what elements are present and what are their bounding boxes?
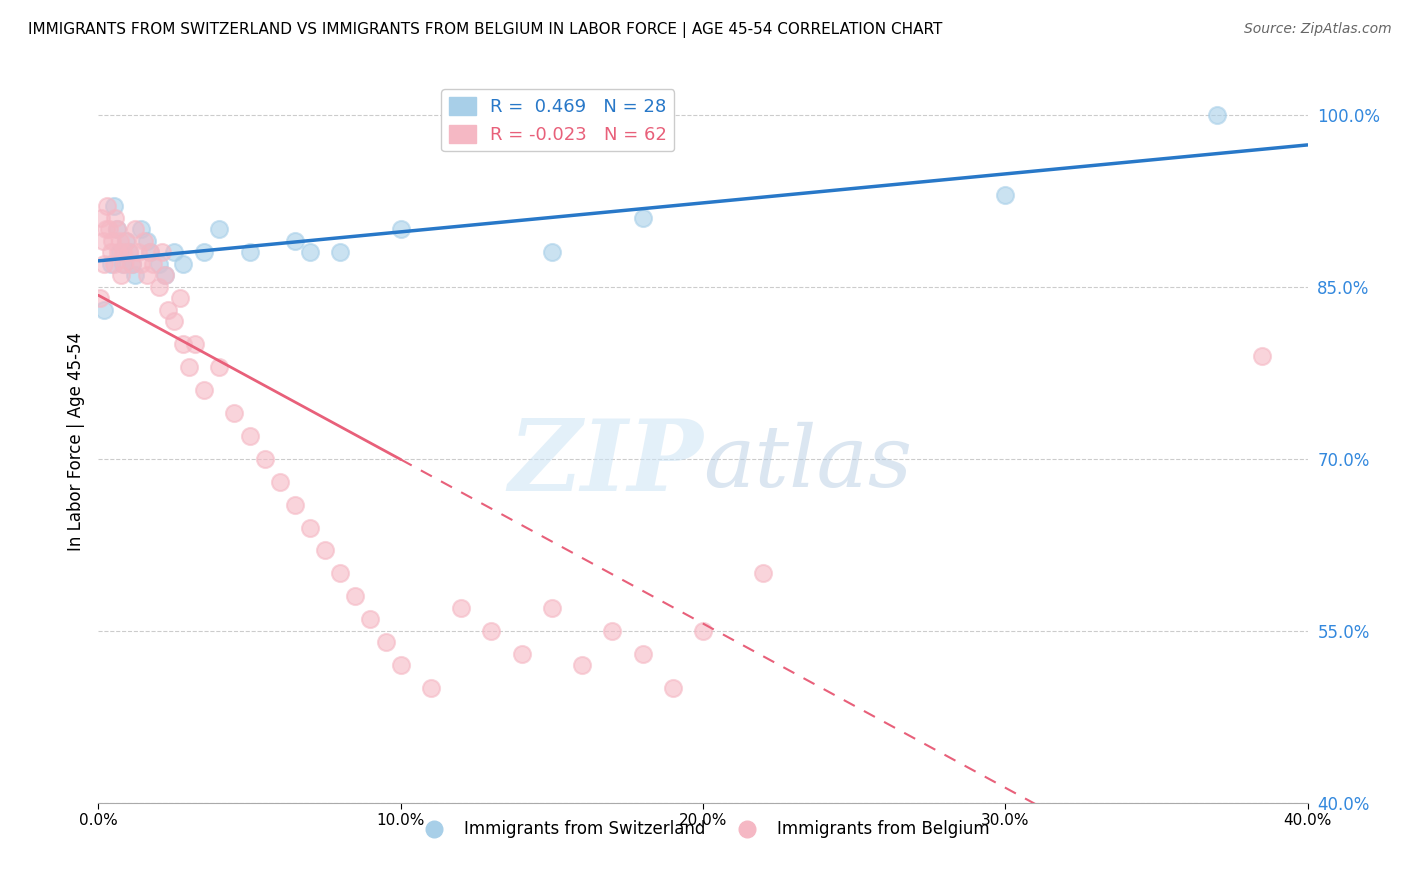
Point bbox=[239, 245, 262, 260]
Point bbox=[89, 291, 111, 305]
Point bbox=[1251, 349, 1274, 363]
Point bbox=[239, 429, 262, 443]
Point bbox=[139, 245, 162, 260]
Point bbox=[329, 566, 352, 581]
Point bbox=[571, 658, 593, 673]
Point bbox=[389, 222, 412, 236]
Point bbox=[540, 600, 562, 615]
Point bbox=[208, 222, 231, 236]
Point bbox=[121, 257, 143, 271]
Text: atlas: atlas bbox=[703, 422, 912, 505]
Point bbox=[284, 498, 307, 512]
Point bbox=[481, 624, 503, 638]
Point bbox=[103, 199, 125, 213]
Point bbox=[172, 337, 194, 351]
Point bbox=[135, 234, 157, 248]
Point bbox=[540, 245, 562, 260]
Point bbox=[360, 612, 382, 626]
Point bbox=[994, 188, 1017, 202]
Point bbox=[127, 245, 149, 260]
Point bbox=[148, 279, 170, 293]
Point bbox=[169, 291, 191, 305]
Point bbox=[208, 359, 231, 374]
Point bbox=[111, 245, 134, 260]
Point bbox=[124, 222, 146, 236]
Point bbox=[118, 245, 141, 260]
Point bbox=[752, 566, 775, 581]
Point bbox=[193, 383, 215, 397]
Point bbox=[108, 234, 131, 248]
Point bbox=[100, 245, 122, 260]
Point bbox=[156, 302, 179, 317]
Point bbox=[344, 590, 367, 604]
Point bbox=[94, 222, 117, 236]
Point bbox=[121, 257, 143, 271]
Point bbox=[105, 222, 128, 236]
Point bbox=[692, 624, 714, 638]
Point bbox=[96, 199, 118, 213]
Point bbox=[105, 222, 128, 236]
Point bbox=[193, 245, 215, 260]
Point bbox=[110, 268, 132, 283]
Y-axis label: In Labor Force | Age 45-54: In Labor Force | Age 45-54 bbox=[66, 332, 84, 551]
Point bbox=[129, 257, 152, 271]
Point bbox=[299, 520, 322, 534]
Point bbox=[114, 234, 136, 248]
Point bbox=[389, 658, 412, 673]
Point bbox=[135, 268, 157, 283]
Point bbox=[148, 257, 170, 271]
Point bbox=[93, 302, 115, 317]
Point bbox=[420, 681, 443, 695]
Point bbox=[93, 257, 115, 271]
Point bbox=[139, 245, 162, 260]
Point bbox=[163, 314, 186, 328]
Point bbox=[253, 451, 276, 466]
Point bbox=[1206, 108, 1229, 122]
Point bbox=[98, 222, 121, 236]
Point bbox=[284, 234, 307, 248]
Text: ZIP: ZIP bbox=[508, 415, 703, 511]
Point bbox=[103, 257, 125, 271]
Point bbox=[163, 245, 186, 260]
Point bbox=[299, 245, 322, 260]
Point bbox=[132, 234, 155, 248]
Point bbox=[124, 268, 146, 283]
Point bbox=[100, 257, 122, 271]
Point bbox=[631, 647, 654, 661]
Point bbox=[184, 337, 207, 351]
Point bbox=[661, 681, 683, 695]
Point bbox=[142, 257, 165, 271]
Point bbox=[269, 475, 291, 489]
Point bbox=[90, 211, 112, 225]
Point bbox=[107, 245, 129, 260]
Point bbox=[129, 222, 152, 236]
Point bbox=[91, 234, 114, 248]
Point bbox=[602, 624, 624, 638]
Legend: Immigrants from Switzerland, Immigrants from Belgium: Immigrants from Switzerland, Immigrants … bbox=[411, 814, 995, 845]
Point bbox=[172, 257, 194, 271]
Point bbox=[631, 211, 654, 225]
Point bbox=[153, 268, 176, 283]
Text: IMMIGRANTS FROM SWITZERLAND VS IMMIGRANTS FROM BELGIUM IN LABOR FORCE | AGE 45-5: IMMIGRANTS FROM SWITZERLAND VS IMMIGRANT… bbox=[28, 22, 942, 38]
Point bbox=[114, 234, 136, 248]
Point bbox=[314, 543, 336, 558]
Point bbox=[153, 268, 176, 283]
Point bbox=[224, 406, 246, 420]
Text: Source: ZipAtlas.com: Source: ZipAtlas.com bbox=[1244, 22, 1392, 37]
Point bbox=[104, 211, 127, 225]
Point bbox=[112, 257, 135, 271]
Point bbox=[329, 245, 352, 260]
Point bbox=[118, 245, 141, 260]
Point bbox=[450, 600, 472, 615]
Point bbox=[108, 245, 131, 260]
Point bbox=[179, 359, 201, 374]
Point bbox=[510, 647, 533, 661]
Point bbox=[111, 257, 134, 271]
Point bbox=[101, 234, 124, 248]
Point bbox=[374, 635, 396, 649]
Point bbox=[150, 245, 173, 260]
